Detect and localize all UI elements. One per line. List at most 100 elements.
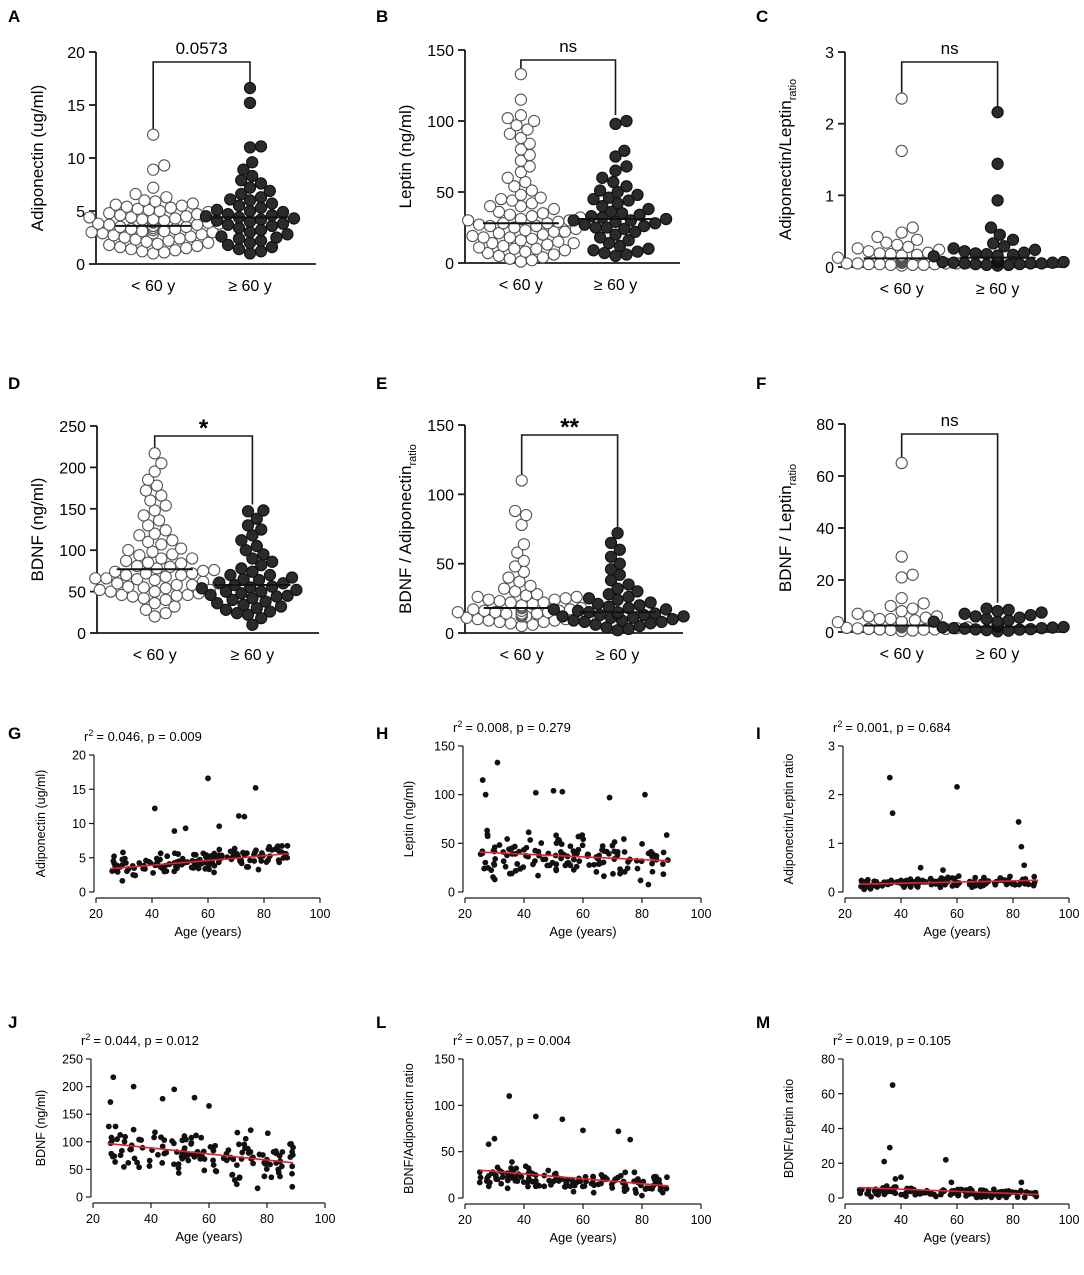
data-point (219, 603, 233, 616)
data-point (139, 603, 153, 616)
data-point (108, 565, 122, 578)
data-point (991, 194, 1004, 207)
data-point (148, 610, 161, 623)
data-point (980, 612, 993, 626)
data-point (174, 557, 188, 570)
data-point (482, 859, 489, 866)
data-point (210, 203, 224, 217)
data-point (547, 202, 561, 216)
data-point (541, 1183, 548, 1190)
data-point (482, 791, 489, 798)
y-tick-label: 20 (67, 45, 85, 62)
data-point (505, 1174, 512, 1181)
data-point (873, 257, 886, 271)
data-point (493, 594, 506, 608)
panel-label: J (8, 1013, 17, 1032)
data-point (166, 548, 179, 561)
data-point (611, 527, 624, 540)
data-point (1018, 1179, 1025, 1186)
data-point (910, 233, 924, 246)
data-point (231, 1177, 238, 1183)
data-point (637, 877, 644, 884)
data-point (289, 1148, 296, 1155)
data-point (1035, 606, 1048, 619)
data-point (471, 590, 484, 604)
data-point (477, 1174, 484, 1181)
data-point (651, 1173, 658, 1180)
data-point (617, 870, 623, 877)
data-point (639, 1192, 645, 1199)
data-point (257, 504, 270, 517)
data-point (498, 1180, 505, 1187)
data-point (171, 868, 178, 875)
data-point (606, 794, 613, 801)
x-tick-label: 60 (576, 907, 590, 921)
data-point (871, 1188, 878, 1195)
stats-annotation: r2 = 0.046, p = 0.009 (84, 728, 202, 744)
y-axis-label: BDNF / Adiponectinratio (396, 444, 419, 614)
y-tick-label: 200 (59, 460, 86, 477)
data-point (892, 1175, 899, 1182)
x-axis-label: Age (years) (923, 1230, 990, 1245)
data-point (263, 605, 277, 618)
x-category-label: ≥ 60 y (596, 647, 639, 664)
data-point (254, 234, 268, 247)
data-point (277, 577, 290, 590)
y-tick-label: 50 (69, 1163, 83, 1177)
y-tick-label: 200 (62, 1080, 83, 1094)
x-category-label: < 60 y (880, 646, 924, 663)
data-point (479, 777, 486, 783)
data-point (255, 611, 268, 625)
data-point (179, 855, 186, 862)
data-point (276, 217, 290, 230)
data-point (186, 197, 199, 210)
data-point (232, 232, 246, 245)
y-tick-label: 0 (76, 1191, 83, 1205)
data-point (472, 241, 486, 254)
data-point (851, 607, 864, 620)
data-point (287, 1141, 293, 1148)
data-point (121, 855, 128, 862)
data-point (532, 1113, 539, 1120)
data-point (895, 550, 908, 563)
data-point (631, 1169, 638, 1176)
data-point (243, 247, 257, 260)
data-point (1013, 611, 1026, 624)
data-point (898, 1174, 904, 1181)
x-axis-label: Age (years) (175, 1229, 242, 1244)
data-point (105, 1123, 112, 1130)
data-point (254, 223, 268, 237)
data-point (1035, 621, 1048, 635)
data-point (276, 848, 283, 855)
data-point (493, 1176, 500, 1183)
data-point (115, 588, 128, 602)
data-point (851, 242, 864, 255)
stats-annotation-superscript: 2 (457, 719, 462, 729)
x-category-label: ≥ 60 y (594, 277, 637, 294)
data-point (200, 850, 207, 857)
data-point (571, 604, 585, 617)
data-point (478, 604, 491, 617)
y-tick-label: 150 (434, 740, 455, 754)
panel-L: L 0 50 100 150 20 40 60 80 100 Age (years) BDNF/Adi… (376, 1013, 711, 1245)
data-point (133, 549, 146, 562)
data-point (570, 590, 583, 604)
panel-label: A (8, 7, 20, 26)
data-point (121, 1138, 128, 1145)
data-point (120, 849, 126, 856)
data-point (567, 236, 580, 250)
data-point (229, 1171, 236, 1178)
y-tick-label: 250 (59, 419, 86, 436)
data-point (862, 610, 875, 623)
data-point (883, 1183, 890, 1189)
stats-annotation-superscript: 2 (837, 719, 842, 729)
data-point (558, 841, 565, 848)
data-point (862, 257, 875, 271)
data-point (121, 1163, 127, 1170)
data-point (230, 606, 244, 620)
data-point (553, 867, 560, 874)
y-tick-label: 1 (828, 837, 835, 851)
data-point (570, 866, 577, 873)
data-point (602, 191, 616, 204)
regression-line (479, 851, 669, 862)
